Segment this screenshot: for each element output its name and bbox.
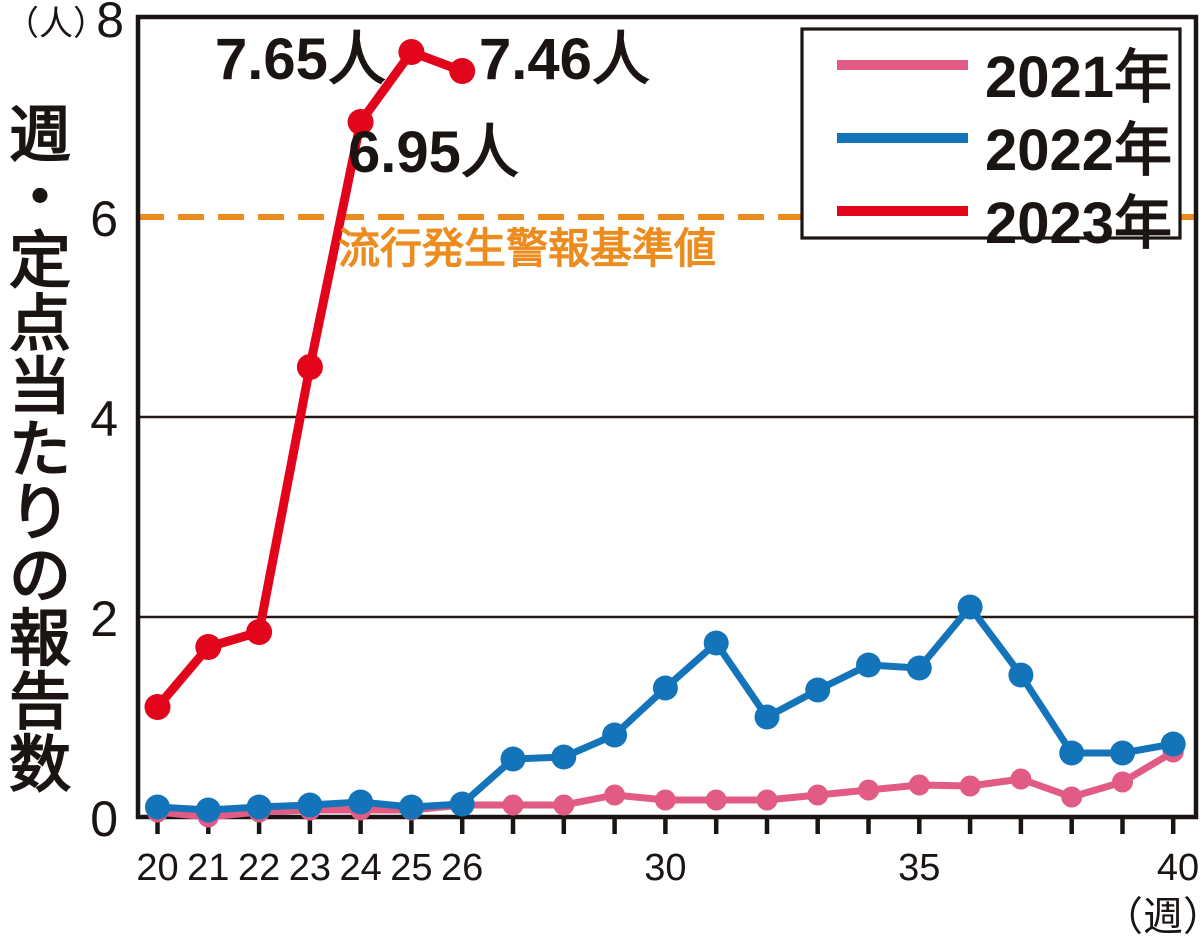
- svg-text:35: 35: [898, 847, 940, 889]
- svg-text:2021年: 2021年: [985, 45, 1172, 110]
- svg-text:当: 当: [9, 353, 71, 422]
- svg-text:点: 点: [9, 290, 71, 359]
- svg-text:7.46人: 7.46人: [479, 27, 650, 92]
- svg-text:21: 21: [187, 847, 229, 889]
- svg-text:2: 2: [90, 591, 118, 647]
- svg-text:25: 25: [390, 847, 432, 889]
- svg-text:24: 24: [339, 847, 381, 889]
- svg-text:26: 26: [441, 847, 483, 889]
- svg-text:30: 30: [644, 847, 686, 889]
- svg-text:流行発生警報基準値: 流行発生警報基準値: [338, 225, 716, 272]
- svg-text:40: 40: [1157, 847, 1199, 889]
- svg-text:4: 4: [90, 391, 118, 447]
- svg-text:20: 20: [136, 847, 178, 889]
- svg-text:22: 22: [238, 847, 280, 889]
- svg-text:定: 定: [9, 227, 71, 296]
- svg-text:た: た: [9, 416, 71, 485]
- svg-text:7.65人: 7.65人: [215, 27, 386, 92]
- svg-text:6: 6: [90, 191, 118, 247]
- svg-text:（週）: （週）: [1103, 895, 1200, 936]
- svg-text:（人）: （人）: [5, 5, 107, 43]
- svg-text:6.95人: 6.95人: [348, 120, 519, 185]
- svg-text:告: 告: [9, 668, 71, 737]
- svg-text:週: 週: [9, 101, 71, 170]
- svg-text:報: 報: [9, 605, 71, 674]
- svg-text:0: 0: [90, 791, 118, 847]
- svg-text:2022年: 2022年: [985, 118, 1172, 183]
- svg-text:23: 23: [289, 847, 331, 889]
- svg-text:2023年: 2023年: [985, 191, 1172, 256]
- svg-text:・: ・: [9, 164, 71, 233]
- svg-text:の: の: [9, 542, 71, 611]
- svg-text:数: 数: [9, 731, 71, 800]
- svg-text:り: り: [9, 479, 71, 548]
